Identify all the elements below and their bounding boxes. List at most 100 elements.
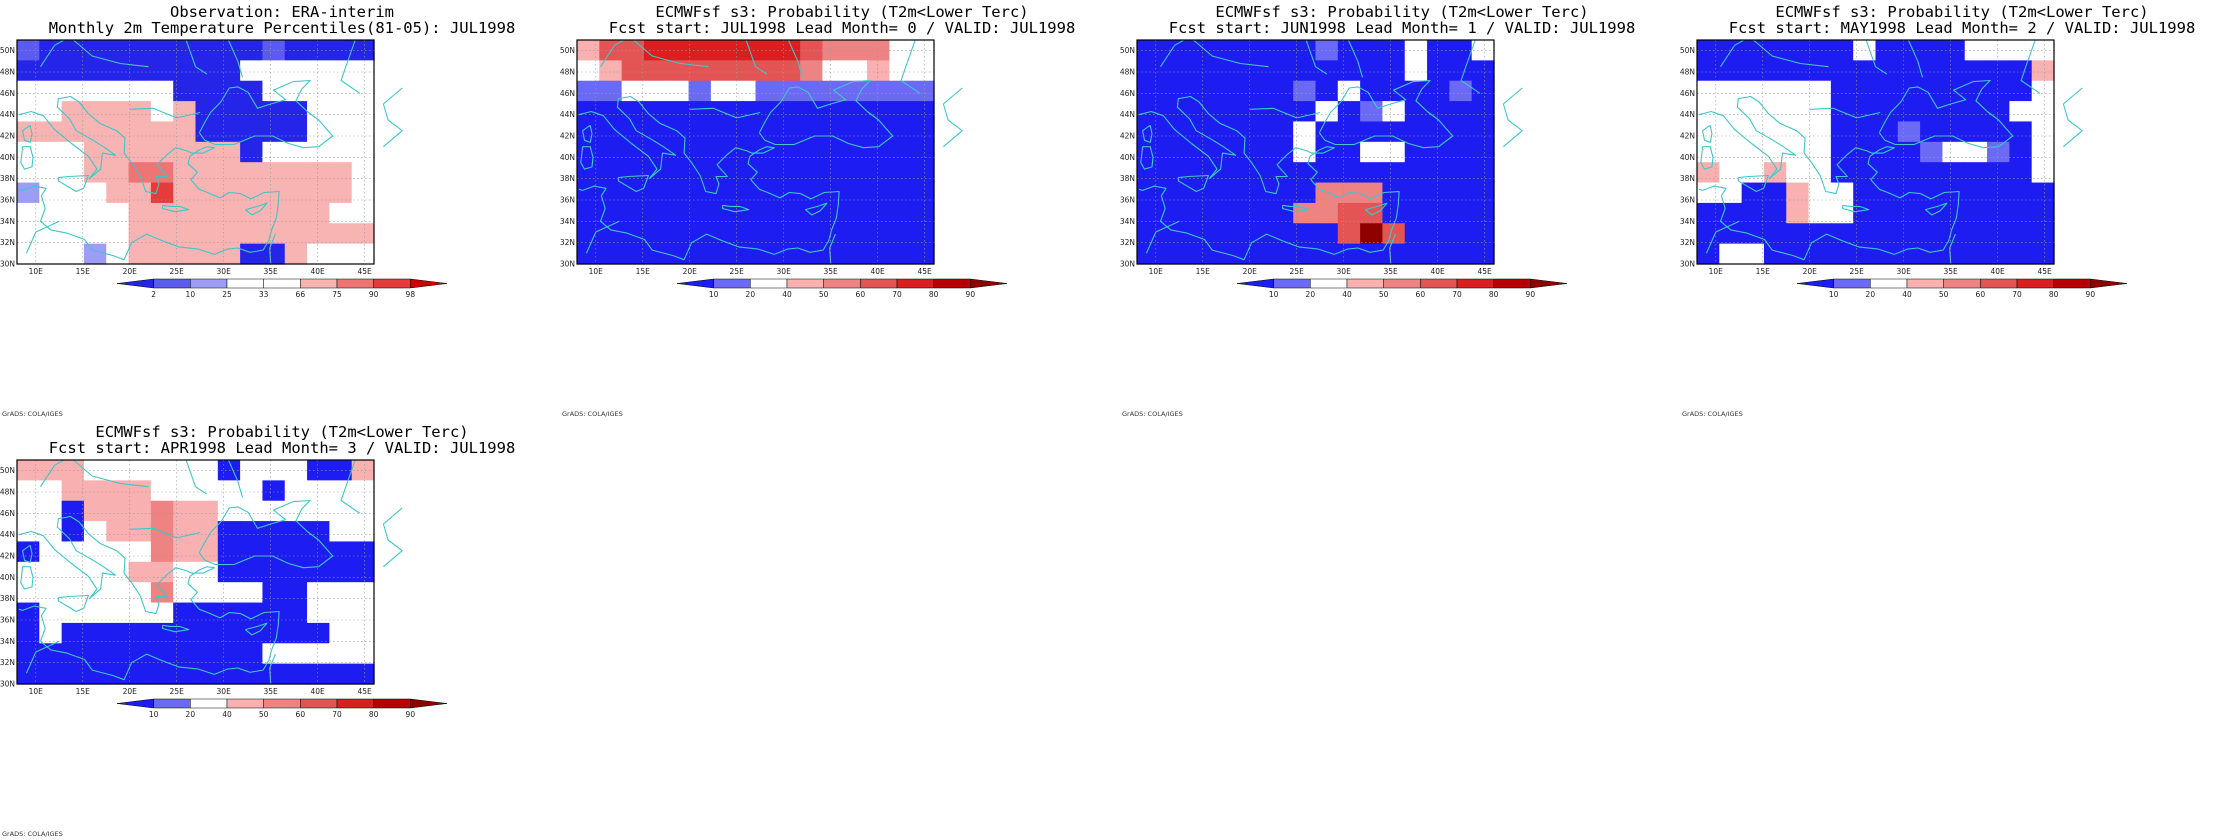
grid-cell [150,60,174,82]
grid-cell [1427,60,1450,82]
panel-title-line1: ECMWFsf s3: Probability (T2m<Lower Terc) [655,3,1028,21]
grid-cell [329,121,353,143]
grid-cell [262,101,286,123]
grid-cell [1471,182,1495,204]
grid-cell [128,500,152,522]
grid-cell [1942,80,1966,102]
grid-cell [1741,60,1765,82]
grid-cell [710,80,734,102]
grid-cell [1763,182,1787,204]
grid-cell [2009,80,2033,102]
grid-cell [217,162,241,184]
grid-cell [1404,40,1428,61]
grid-cell [1987,101,2010,123]
colorbar-segment [1870,278,1908,289]
colorbar-segment [226,698,264,709]
coastline [1305,39,1328,75]
grid-cell [643,121,667,143]
grid-cell [307,243,330,265]
grid-cell [1471,40,1495,61]
grid-cell [733,202,757,224]
grid-cell [777,101,801,123]
grid-cell [643,243,667,265]
grid-cell [1293,80,1317,102]
grid-cell [106,162,130,184]
lat-tick-label: 30N [1680,260,1695,269]
grid-cell [240,480,264,502]
grid-cell [39,622,63,644]
lon-tick-label: 25E [1290,267,1305,276]
grid-cell [262,182,286,204]
grid-cell [1270,202,1294,224]
grid-cell [284,182,308,204]
grid-cell [150,162,174,184]
grid-cell [755,182,779,204]
grid-cell [262,202,286,224]
grid-cell [1942,60,1966,82]
grid-cell [1808,60,1832,82]
lat-tick-label: 40N [560,153,575,162]
lon-tick-label: 35E [1384,267,1399,276]
grid-cell [2009,101,2033,123]
grid-cell [173,622,197,644]
lon-tick-label: 40E [1430,267,1445,276]
lat-tick-label: 42N [1120,132,1135,141]
grid-cell [150,500,174,522]
grid-cell [284,561,308,583]
grid-cell [284,162,308,184]
grid-cell [577,223,600,245]
grid-cell [1719,243,1743,265]
grid-cell [889,141,913,163]
grid-cell [1137,182,1160,204]
grid-cell [106,643,130,665]
grid-cell [307,182,330,204]
credit-label: GrADS: COLA/IGES [2,410,63,418]
grid-cell [822,243,846,265]
grid-cell [1404,182,1428,204]
grid-cell [710,162,734,184]
grid-cell [195,541,219,563]
grid-cell [844,121,868,143]
grid-cell [867,202,890,224]
lon-tick-label: 45E [917,267,932,276]
grid-cell [1964,80,1988,102]
grid-cell [284,202,308,224]
grid-cell [1719,60,1743,82]
grid-cell [351,500,375,522]
grid-cell [1719,121,1743,143]
grid-cell [128,622,152,644]
grid-cell [284,121,308,143]
grid-cell [1226,182,1250,204]
grid-cell [1248,60,1272,82]
lon-tick-label: 45E [357,687,372,696]
grid-cell [240,622,264,644]
grid-cell [195,480,219,502]
grid-cell [844,40,868,61]
grid-cell [61,500,85,522]
grid-cell [1875,182,1899,204]
grid-cell [307,622,330,644]
grid-cell [61,182,85,204]
grid-cell [1786,60,1810,82]
coastline [198,79,334,149]
grid-cell [284,582,308,604]
coastline [745,39,768,75]
coastline [1282,204,1310,213]
grid-cell [688,141,712,163]
grid-cell [150,541,174,563]
grid-cell [128,80,152,102]
grid-cell [83,80,107,102]
lat-tick-label: 34N [560,217,575,226]
colorbar-segment [1383,278,1421,289]
grid-cell [822,223,846,245]
colorbar-label: 60 [296,710,306,719]
grid-cell [1427,202,1450,224]
grid-cell [1449,223,1473,245]
colorbar [676,278,1008,289]
grid-cell [1137,60,1160,82]
grid-cell [844,202,868,224]
panel-title-line2: Monthly 2m Temperature Percentiles(81-05… [49,19,516,37]
grid-cell [800,243,824,265]
colorbar-label: 40 [782,290,792,299]
grid-cell [621,162,645,184]
